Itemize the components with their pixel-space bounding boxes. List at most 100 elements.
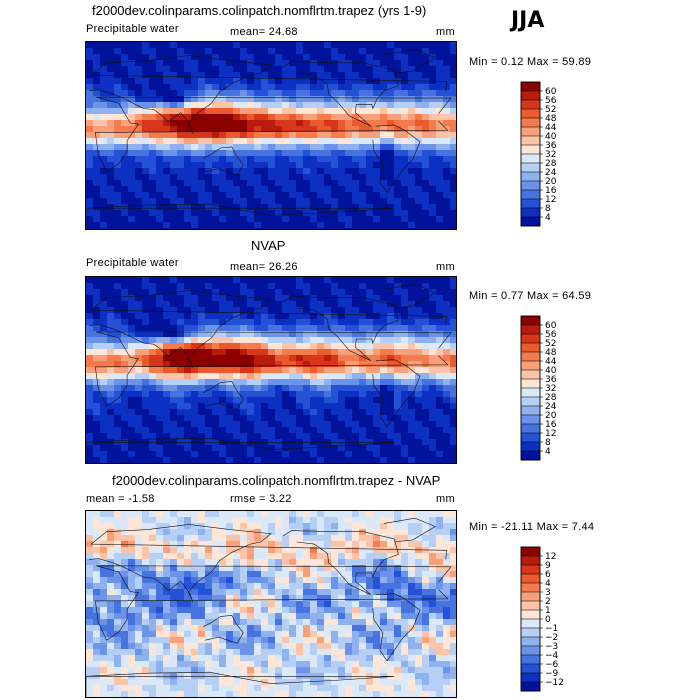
field-cells: [86, 511, 456, 697]
colorbar-swatch: [520, 663, 541, 674]
colorbar-swatch: [520, 618, 541, 629]
colorbar-swatch: [520, 600, 541, 611]
panel2-units: mm: [436, 261, 455, 273]
panel2-mean-label: mean= 26.26: [230, 261, 298, 273]
colorbar-swatch: [520, 369, 541, 380]
colorbar-swatch: [520, 432, 541, 443]
colorbar-tick-label: 44: [545, 357, 557, 367]
coastlines: [86, 48, 452, 229]
colorbar-tick-label: 48: [545, 348, 557, 358]
colorbar-tick-label: 9: [545, 561, 551, 571]
colorbar-swatch: [520, 324, 541, 335]
panel1-units: mm: [436, 26, 455, 38]
colorbar-tick-label: 60: [545, 321, 557, 331]
colorbar-swatch: [520, 591, 541, 602]
colorbar-tick-label: 56: [545, 330, 557, 340]
panel3-minmax: Min = -21.11 Max = 7.44: [469, 521, 595, 533]
colorbar-swatch: [520, 216, 541, 227]
colorbar-swatch: [520, 450, 541, 461]
colorbar-tick-label: −4: [545, 651, 559, 661]
colorbar-swatch: [520, 387, 541, 398]
colorbar-swatch: [520, 153, 541, 164]
colorbar-tick-label: 36: [545, 375, 557, 385]
colorbar-tick-label: 3: [545, 588, 551, 598]
panel1-map-canvas: [86, 42, 456, 229]
coastlines: [86, 283, 452, 463]
colorbar-swatch: [520, 405, 541, 416]
colorbar-tick-label: 28: [545, 393, 557, 403]
colorbar-swatch: [520, 117, 541, 128]
colorbar-tick-label: 8: [545, 438, 551, 448]
colorbar-swatch: [520, 645, 541, 656]
colorbar-tick-label: 0: [545, 615, 551, 625]
colorbar-tick-label: 12: [545, 195, 556, 205]
panel3-units: mm: [436, 493, 455, 505]
colorbar-tick-label: 24: [545, 168, 557, 178]
colorbar-tick-label: 4: [545, 213, 551, 223]
colorbar-tick-label: 20: [545, 177, 557, 187]
colorbar-tick-label: −2: [545, 633, 558, 643]
colorbar-tick-label: 60: [545, 87, 557, 97]
colorbar-tick-label: 8: [545, 204, 551, 214]
colorbar-swatch: [520, 198, 541, 209]
colorbar-tick-label: 24: [545, 402, 557, 412]
colorbar-tick-label: 32: [545, 384, 556, 394]
panel3-map-canvas: [86, 511, 456, 697]
colorbar-tick-label: 20: [545, 411, 557, 421]
colorbar-swatch: [520, 342, 541, 353]
colorbar-tick-label: 52: [545, 339, 556, 349]
colorbar-tick-label: 48: [545, 114, 557, 124]
colorbar-tick-label: 16: [545, 186, 557, 196]
colorbar-swatch: [520, 609, 541, 620]
colorbar-swatch: [520, 441, 541, 452]
colorbar-tick-label: 12: [545, 429, 556, 439]
colorbar-tick-label: 12: [545, 552, 556, 562]
colorbar-swatch: [520, 135, 541, 146]
panel1-variable-label: Precipitable water: [86, 23, 179, 35]
colorbar-swatch: [520, 627, 541, 638]
colorbar-swatch: [520, 582, 541, 593]
coastlines: [86, 517, 452, 697]
panel1-mean-label: mean= 24.68: [230, 26, 298, 38]
colorbar-tick-label: 44: [545, 123, 557, 133]
colorbar-swatch: [520, 126, 541, 137]
colorbar-tick-label: −9: [545, 669, 559, 679]
colorbar-swatch: [520, 636, 541, 647]
colorbar-tick-label: −12: [545, 678, 564, 688]
colorbar-swatch: [520, 573, 541, 584]
colorbar-swatch: [520, 108, 541, 119]
colorbar-swatch: [520, 189, 541, 200]
colorbar-swatch: [520, 360, 541, 371]
colorbar-swatch: [520, 144, 541, 155]
colorbar-swatch: [520, 396, 541, 407]
season-label: JJA: [511, 8, 545, 33]
panel1-minmax: Min = 0.12 Max = 59.89: [469, 56, 592, 68]
colorbar-tick-label: −1: [545, 624, 558, 634]
colorbar-swatch: [520, 414, 541, 425]
panel3-rmse-label: rmse = 3.22: [230, 493, 292, 505]
colorbar-swatch: [520, 180, 541, 191]
colorbar-swatch: [520, 654, 541, 665]
colorbar-tick-label: 40: [545, 366, 557, 376]
panel3-title: f2000dev.colinparams.colinpatch.nomflrtm…: [112, 473, 441, 488]
panel2-title: NVAP: [251, 238, 286, 253]
colorbar-swatch: [520, 315, 541, 326]
panel1-title: f2000dev.colinparams.colinpatch.nomflrtm…: [92, 3, 427, 18]
colorbar-tick-label: 28: [545, 159, 557, 169]
colorbar-tick-label: 4: [545, 447, 551, 457]
colorbar-tick-label: 40: [545, 132, 557, 142]
panel3-mean-label: mean = -1.58: [86, 493, 155, 505]
colorbar-tick-label: 36: [545, 141, 557, 151]
panel2-variable-label: Precipitable water: [86, 257, 179, 269]
colorbar-tick-label: 2: [545, 597, 551, 607]
colorbar-swatch: [520, 333, 541, 344]
field-cells: [86, 277, 456, 463]
colorbar-tick-label: 56: [545, 96, 557, 106]
colorbar-swatch: [520, 171, 541, 182]
colorbar-swatch: [520, 162, 541, 173]
panel3-map: [85, 510, 457, 698]
colorbar-swatch: [520, 378, 541, 389]
